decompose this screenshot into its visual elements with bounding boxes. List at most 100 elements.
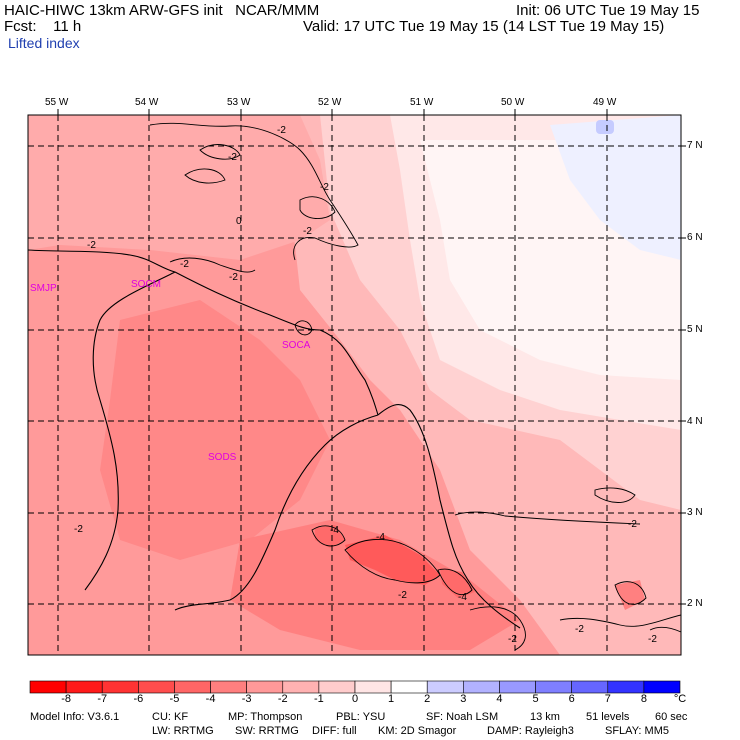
contour-label: -2: [180, 259, 189, 270]
footer-damp: DAMP: Rayleigh3: [487, 725, 574, 737]
colorbar-label: 4: [496, 693, 503, 705]
lon-label: 54 W: [135, 97, 159, 108]
footer-levels: 51 levels: [586, 711, 630, 723]
colorbar-swatch: [210, 680, 247, 694]
footer-pbl: PBL: YSU: [336, 711, 386, 723]
contour-label: -2: [398, 590, 407, 601]
colorbar-swatch: [535, 680, 572, 694]
colorbar-label: 1: [388, 693, 395, 705]
contour-label: -2: [303, 226, 312, 237]
colorbar-swatch: [246, 680, 284, 694]
contour-label: -2: [87, 240, 96, 251]
colorbar-label: 0: [351, 693, 359, 705]
contour-label: -2: [575, 624, 584, 635]
shade-core: [345, 535, 440, 585]
colorbar-swatch: [354, 680, 392, 694]
footer-km: KM: 2D Smagor: [378, 725, 457, 737]
colorbar-label: -6: [133, 693, 144, 705]
colorbar-label: 5: [532, 693, 539, 705]
shade-dark-south: [230, 520, 520, 650]
footer-lw: LW: RRTMG: [152, 725, 214, 737]
colorbar-label: 7: [604, 693, 611, 705]
shade-se-patch: [615, 580, 645, 610]
colorbar-swatch: [426, 680, 464, 694]
contour-label: -2: [229, 272, 238, 283]
colorbar-swatch: [499, 680, 536, 694]
lat-label: 5 N: [687, 324, 703, 335]
contour-label: -2: [277, 125, 286, 136]
colorbar-swatch: [101, 680, 139, 694]
lon-label: 53 W: [227, 97, 251, 108]
footer-cu: CU: KF: [152, 711, 189, 723]
lon-label: 50 W: [501, 97, 525, 108]
shade-dark-interior: [100, 300, 330, 560]
contour-label-group: -2 -2 -2 0 -2 -2 -2 -2 -2 -2 -4 -4 -4 -2…: [74, 125, 657, 645]
footer-sw: SW: RRTMG: [235, 725, 299, 737]
shade-blue: [550, 115, 681, 260]
shade-core-3: [440, 568, 475, 598]
contour-label: -2: [648, 634, 657, 645]
contour-label: -2: [320, 182, 329, 193]
shade-blue-spot: [596, 120, 614, 134]
colorbar-swatch: [607, 680, 645, 694]
footer-sf: SF: Noah LSM: [426, 711, 499, 723]
shade-core-2: [315, 525, 345, 548]
footer-resolution: 13 km: [530, 711, 560, 723]
forecast-hour: Fcst: 11 h: [4, 18, 82, 35]
colorbar-label: -2: [277, 693, 288, 705]
footer-sflay: SFLAY: MM5: [605, 725, 669, 737]
lon-label: 51 W: [410, 97, 434, 108]
colorbar-unit: °C: [673, 693, 687, 705]
lat-label: 7 N: [687, 140, 703, 151]
shade-upper-band: [28, 115, 330, 260]
lat-label: 2 N: [687, 598, 703, 609]
colorbar-label: 8: [640, 693, 647, 705]
footer-model-info: Model Info: V3.6.1: [30, 711, 120, 723]
contour-label: 0: [236, 216, 242, 227]
colorbar-label: 3: [460, 693, 467, 705]
station-label: SOCM: [131, 279, 161, 290]
colorbar-label: 2: [424, 693, 431, 705]
contour-label: -2: [228, 152, 237, 163]
contour-lines: [149, 122, 681, 651]
colorbar-swatch: [571, 680, 609, 694]
contour-label: -2: [74, 524, 83, 535]
colorbar-swatch: [390, 680, 428, 694]
lat-label: 3 N: [687, 507, 703, 518]
lon-label: 52 W: [318, 97, 342, 108]
colorbar-label: -1: [313, 693, 324, 705]
colorbar-label: -4: [205, 693, 216, 705]
footer-diff: DIFF: full: [312, 725, 357, 737]
field-name: Lifted index: [8, 35, 80, 51]
title-model: HAIC-HIWC 13km ARW-GFS init NCAR/MMM: [4, 2, 320, 19]
tick-marks: [57, 109, 686, 605]
lon-label: 55 W: [45, 97, 69, 108]
station-label: SMJP: [30, 283, 57, 294]
colorbar-label: -8: [61, 693, 71, 705]
colorbar-label: -3: [241, 693, 252, 705]
contour-label: -4: [376, 532, 385, 543]
colorbar: [29, 680, 681, 694]
coastline-borders: [28, 249, 521, 629]
colorbar-swatch: [318, 680, 356, 694]
station-label: SOCA: [282, 340, 311, 351]
contour-label: -2: [628, 519, 637, 530]
colorbar-swatch: [138, 680, 175, 694]
footer-timestep: 60 sec: [655, 711, 688, 723]
graticule: [28, 115, 681, 655]
valid-time: Valid: 17 UTC Tue 19 May 15 (14 LST Tue …: [303, 18, 665, 35]
contour-label: -4: [330, 525, 339, 536]
colorbar-swatch: [643, 680, 681, 694]
footer-mp: MP: Thompson: [228, 711, 303, 723]
map-frame: [27, 114, 682, 656]
contour-label: -2: [508, 634, 517, 645]
contour-label: -4: [458, 592, 467, 603]
colorbar-label: 6: [568, 693, 575, 705]
colorbar-swatch: [282, 680, 320, 694]
lat-label: 4 N: [687, 416, 703, 427]
colorbar-swatch: [463, 680, 500, 694]
colorbar-swatch: [65, 680, 103, 694]
colorbar-label: -5: [169, 693, 180, 705]
colorbar-swatch: [174, 680, 211, 694]
